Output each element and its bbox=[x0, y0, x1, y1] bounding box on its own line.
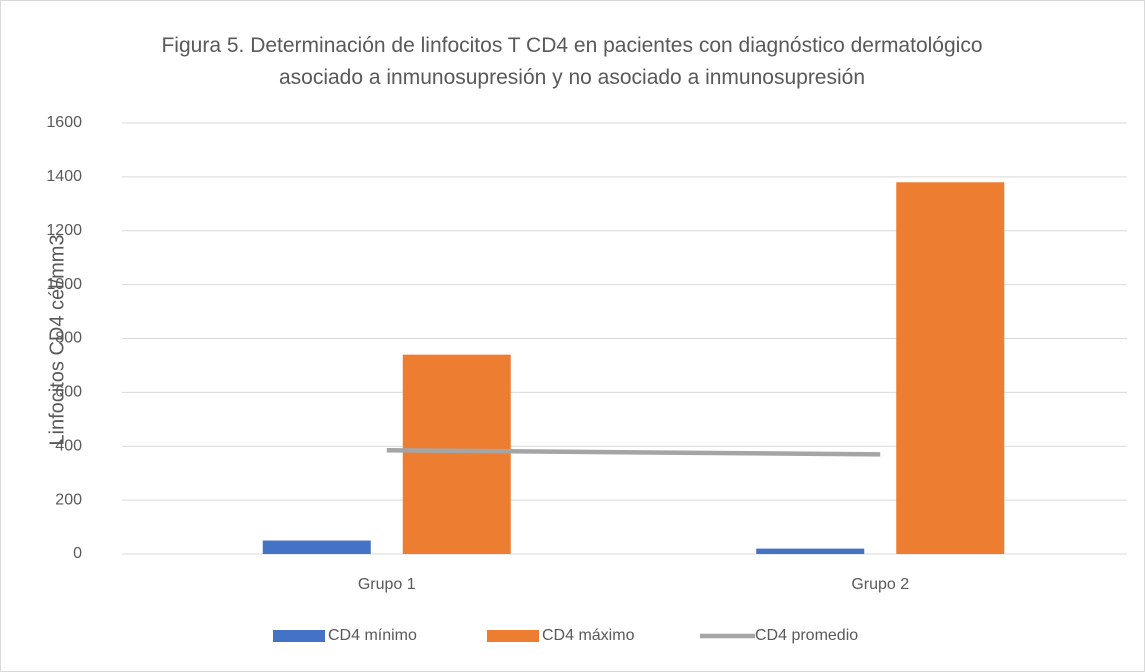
legend-label: CD4 mínimo bbox=[328, 627, 417, 644]
y-tick-label: 1600 bbox=[46, 114, 82, 131]
legend-marker bbox=[487, 630, 539, 642]
y-tick-label: 1400 bbox=[46, 168, 82, 185]
y-axis-label: Linfocitos CD4 cél/mm3 bbox=[46, 234, 68, 445]
y-tick-label: 600 bbox=[55, 384, 82, 401]
line bbox=[386, 448, 881, 457]
y-tick-label: 800 bbox=[55, 330, 82, 347]
chart-title: Figura 5. Determinación de linfocitos T … bbox=[161, 34, 983, 89]
x-tick-label: Grupo 1 bbox=[358, 576, 416, 593]
y-tick-label: 1200 bbox=[46, 222, 82, 239]
y-tick-label: 200 bbox=[55, 491, 82, 508]
bar bbox=[896, 182, 1005, 554]
bar bbox=[262, 540, 371, 554]
y-tick-label: 1000 bbox=[46, 276, 82, 293]
legend-label: CD4 máximo bbox=[542, 627, 635, 644]
bar bbox=[756, 548, 865, 554]
x-tick-label: Grupo 2 bbox=[851, 576, 909, 593]
bar bbox=[402, 354, 511, 554]
legend-marker bbox=[273, 630, 325, 642]
y-tick-label: 0 bbox=[73, 545, 82, 562]
y-tick-label: 400 bbox=[55, 437, 82, 454]
legend-label: CD4 promedio bbox=[755, 627, 858, 644]
